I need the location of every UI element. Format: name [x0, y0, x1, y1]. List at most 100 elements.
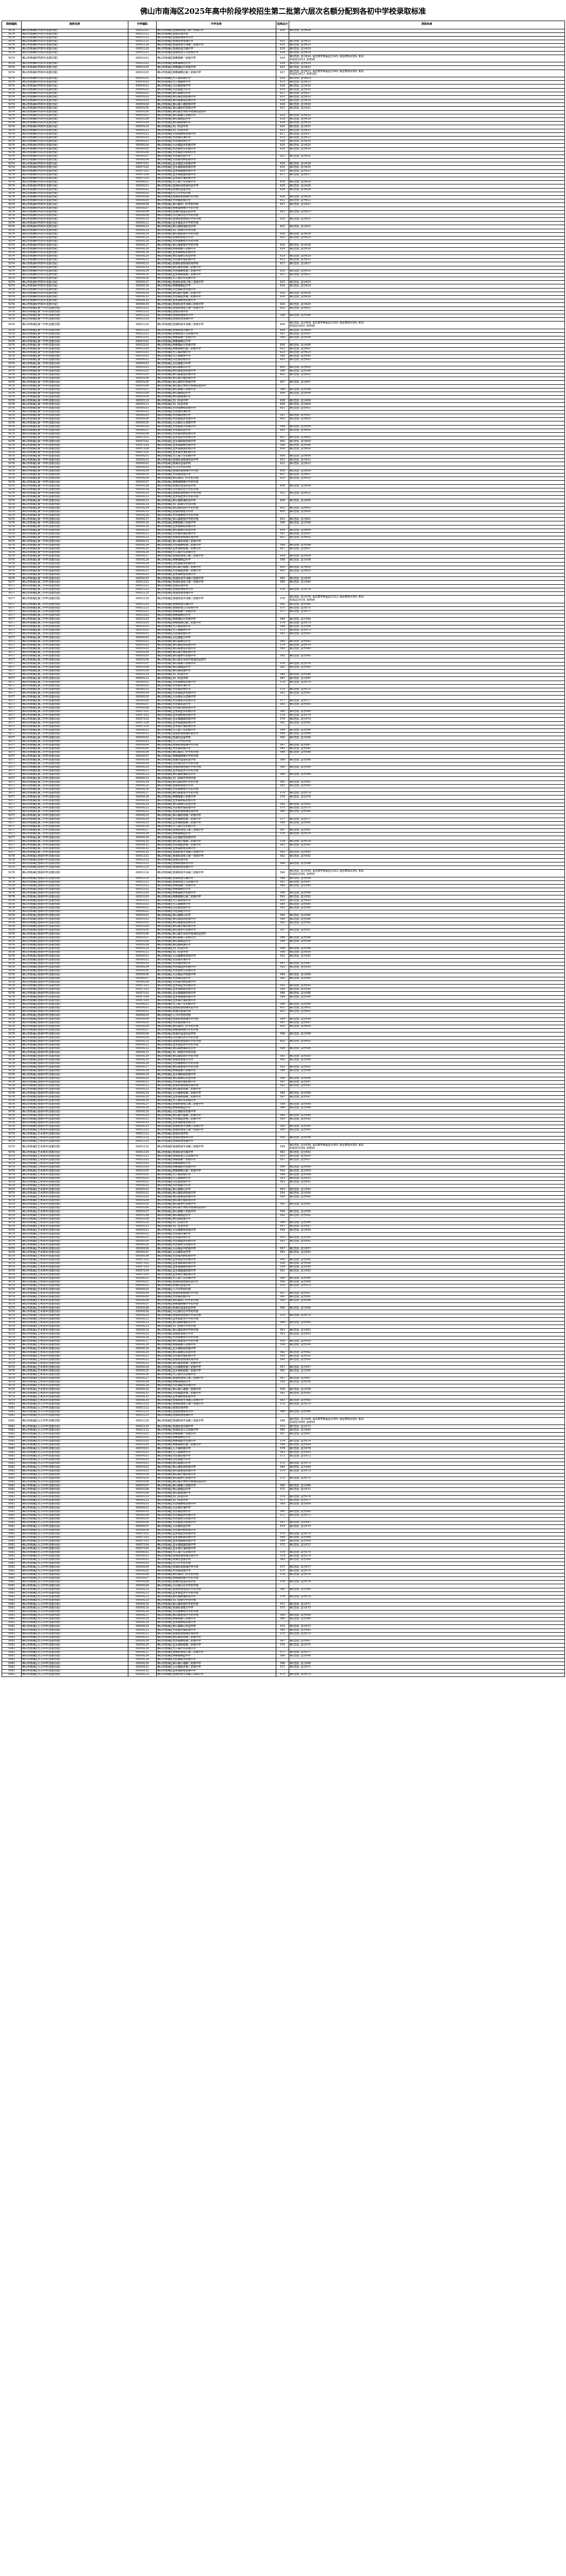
table-row: 5076 佛山市南海区第一中学(名额分配) 06051115 佛山市南海区桂城街道怡海… [2, 317, 565, 322]
cell-admission-standard: 第1志愿, 总分601 [289, 406, 565, 411]
cell-middle-name: 佛山市南海区大沥镇沥苑中学 [156, 1235, 276, 1240]
admission-standard-line: 第1志愿, 总分570 [290, 1402, 311, 1406]
admission-standard-line: 第1志愿, 总分594 [290, 995, 311, 998]
cell-middle-code: 06055102 [128, 369, 157, 374]
cell-total-score: 614 [276, 121, 289, 126]
table-row: 5081 佛山市南海区九江中学(名额分配) 06055102 佛山市南海区狮山镇松岗初… [2, 1465, 565, 1470]
cell-middle-name: 佛山市南海区桂城街道映月中学 [156, 1136, 276, 1140]
cell-admission-standard [289, 836, 565, 840]
cell-admission-standard [289, 1028, 565, 1033]
cell-school-name: 佛山市南海科学高中(名额分配) [21, 99, 128, 104]
table-row: 5074 佛山市南海科学高中(名额分配) 06059113 佛山市南海区石门高级中学初… [2, 228, 565, 233]
admission-standard-line: 第1志愿, 总分575 [290, 1477, 311, 1480]
cell-middle-code: 06056101 [128, 406, 157, 411]
cell-total-score: 576 [276, 795, 289, 800]
cell-school-name: 佛山市南海区艺术高中(名额分配) [21, 1310, 128, 1314]
cell-admission-standard [289, 221, 565, 226]
cell-middle-name: 佛山市南海区狮山镇松岗第二初级中学 [156, 1635, 276, 1640]
cell-middle-name: 佛山市南海区桂城街道怡海中学 [156, 317, 276, 322]
cell-total-score: 574 [276, 1439, 289, 1444]
cell-middle-name: 佛山市南海区桂城街道桂城中学初中部 [156, 1587, 276, 1592]
cell-middle-name: 佛山市南海区大沥镇泌冲初级中学 [156, 1247, 276, 1251]
cell-admission-standard: 第1志愿, 总分560 [289, 1128, 565, 1133]
cell-school-code: 5076 [2, 432, 22, 437]
cell-school-code: 5081 [2, 1480, 22, 1485]
cell-school-code: 5079 [2, 1298, 22, 1303]
cell-admission-standard: 第1志愿, 总分617 [289, 132, 565, 137]
cell-total-score: 575 [276, 687, 289, 692]
cell-total-score: 578 [276, 1447, 289, 1451]
cell-admission-standard: 第2志愿, 总分595 [289, 354, 565, 359]
cell-school-code: 5077 [2, 643, 22, 648]
cell-school-code: 5078 [2, 869, 22, 877]
cell-admission-standard [289, 651, 565, 655]
cell-middle-code: 06054102 [128, 636, 157, 640]
admission-standard-line: 第1志愿, 总分576 [290, 1580, 311, 1584]
table-row: 5078 佛山市南海区桂城中学(名额分配) 06052103 佛山市南海区西樵镇民乐初… [2, 891, 565, 896]
cell-school-name: 佛山市南海区九江中学(名额分配) [21, 1569, 128, 1573]
cell-school-code: 5076 [2, 480, 22, 485]
admission-standard-line: 第2志愿, 总分597 [290, 532, 311, 536]
cell-admission-standard: 第2志愿, 总分554 [289, 1191, 565, 1196]
cell-middle-name: 佛山市南海区桂城街道三山初级中学 [156, 880, 276, 885]
cell-school-code: 5079 [2, 1391, 22, 1396]
cell-middle-name: 佛山市南海区里水镇新联初级中学 [156, 1621, 276, 1625]
cell-middle-code: 06059111 [128, 1043, 157, 1048]
cell-admission-standard: 第1志愿, 总分579 [289, 680, 565, 685]
cell-admission-standard: 第1志愿, 总分620 [289, 236, 565, 241]
cell-admission-standard: 第1志愿, 总分563 [289, 1398, 565, 1403]
cell-middle-code: 06059115 [128, 784, 157, 789]
admission-standard-line: 第1志愿, 总分576 [290, 1495, 311, 1499]
cell-total-score: 587 [276, 961, 289, 967]
cell-total-score: 620 [276, 236, 289, 241]
cell-middle-code: 06059104 [128, 1565, 157, 1570]
cell-school-code: 5081 [2, 1565, 22, 1570]
cell-total-score: 617 [276, 69, 289, 77]
cell-middle-code: 06051101 [128, 28, 157, 33]
cell-school-name: 佛山市南海科学高中(名额分配) [21, 62, 128, 66]
cell-school-code: 5078 [2, 1076, 22, 1081]
cell-admission-standard: 第2志愿, 总分613 [289, 135, 565, 141]
table-row: 5079 佛山市南海区艺术高中(名额分配) 06059112 佛山市南海区狮山镇南海执… [2, 1321, 565, 1326]
cell-middle-code: 06059117 [128, 517, 157, 522]
cell-total-score: 560 [276, 1358, 289, 1363]
cell-total-score: 616 [276, 99, 289, 104]
table-row: 5074 佛山市南海科学高中(名额分配) 06059123 佛山市南海区狮山镇松岗第二… [2, 265, 565, 270]
cell-middle-name: 佛山市南海区桂城街道南海实验中学 [156, 1280, 276, 1285]
admission-standard-line: 第2志愿, 总分613 [290, 95, 311, 99]
cell-total-score: 577 [276, 609, 289, 615]
cell-middle-name: 佛山市南海区狮山镇狮山实验学校 [156, 802, 276, 807]
cell-total-score: 599 [276, 543, 289, 548]
cell-middle-code: 06055102 [128, 917, 157, 922]
cell-total-score [276, 287, 289, 292]
cell-middle-name: 佛山市南海区里水镇沙涌初级中学 [156, 1547, 276, 1551]
cell-admission-standard [289, 317, 565, 322]
cell-admission-standard: 第1志愿, 总分585 [289, 654, 565, 659]
cell-middle-name: 佛山市南海区狮山镇松岗中学初中部 [156, 1602, 276, 1607]
cell-total-score [276, 1528, 289, 1533]
cell-total-score: 584 [276, 617, 289, 622]
cell-middle-code: 06059121 [128, 1628, 157, 1633]
cell-middle-code: 06057102 [128, 988, 157, 992]
cell-school-code: 5081 [2, 1662, 22, 1666]
cell-admission-standard: 第2志愿, 总分574 [289, 643, 565, 648]
table-row: 5079 佛山市南海区艺术高中(名额分配) 06059101 佛山市南海区桂城街道南海… [2, 1280, 565, 1285]
cell-middle-name: 佛山市南海区石门高级中学初中部 [156, 1050, 276, 1055]
cell-middle-name: 佛山市南海区狮山镇石门中学初中部 [156, 202, 276, 207]
cell-admission-standard: 第1志愿, 总分602 [289, 436, 565, 440]
cell-total-score [276, 1635, 289, 1640]
cell-total-score: 618 [276, 232, 289, 237]
cell-middle-code: 06055104 [128, 1472, 157, 1477]
cell-middle-code: 06055103 [128, 1195, 157, 1199]
cell-total-score: 588 [276, 936, 289, 940]
cell-admission-standard: 第1志愿, 总分592 [289, 1084, 565, 1089]
cell-total-score: 575 [276, 1476, 289, 1481]
cell-school-code: 5081 [2, 1454, 22, 1459]
admission-standard-line: 第1志愿, 总分563 [290, 1332, 311, 1335]
cell-school-code: 5074 [2, 47, 22, 52]
cell-total-score [276, 206, 289, 211]
cell-school-name: 佛山市南海科学高中(名额分配) [21, 113, 128, 118]
cell-admission-standard [289, 240, 565, 244]
admission-standard-line: 第1志愿, 总分560 [290, 1128, 311, 1132]
cell-school-name: 佛山市南海区艺术高中(名额分配) [21, 1332, 128, 1336]
